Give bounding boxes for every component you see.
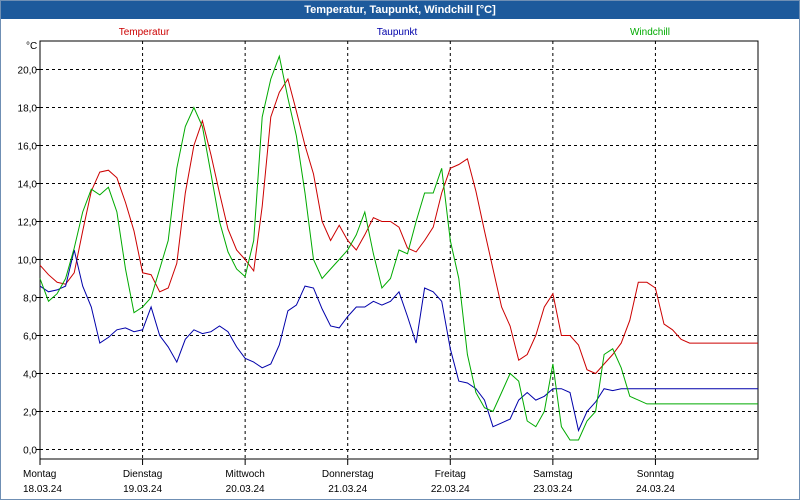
x-tick-date: 24.03.24 — [636, 484, 675, 495]
chart-title: Temperatur, Taupunkt, Windchill [°C] — [1, 1, 799, 19]
x-tick-date: 20.03.24 — [226, 484, 265, 495]
y-tick-label: 8,0 — [23, 294, 37, 305]
y-axis-ticks: 0,0 2,0 4,0 6,0 8,0 10,0 12,0 14,0 16,0 18,0 20,0 — [18, 66, 40, 457]
x-tick-day: Mittwoch — [225, 469, 264, 480]
x-tick-date: 22.03.24 — [431, 484, 470, 495]
series-line-windchill — [39, 54, 758, 441]
x-tick-date: 21.03.24 — [328, 484, 367, 495]
y-tick-label: 12,0 — [18, 218, 38, 229]
legend-taupunkt: Taupunkt — [377, 27, 418, 38]
legend-windchill: Windchill — [630, 27, 670, 38]
series-lines — [39, 54, 758, 441]
x-tick-day: Dienstag — [123, 469, 162, 480]
y-axis-label: °C — [26, 41, 37, 52]
legend-temperatur: Temperatur — [119, 27, 170, 38]
x-tick-day: Freitag — [435, 469, 466, 480]
x-tick-day: Sonntag — [637, 469, 674, 480]
legend: Temperatur Taupunkt Windchill — [119, 27, 670, 38]
y-tick-label: 10,0 — [18, 256, 38, 267]
y-tick-label: 0,0 — [23, 446, 37, 457]
x-tick-date: 19.03.24 — [123, 484, 162, 495]
y-tick-label: 20,0 — [18, 66, 38, 77]
x-tick-date: 18.03.24 — [23, 484, 62, 495]
series-line-temperatur — [39, 77, 758, 375]
x-tick-day: Montag — [23, 469, 56, 480]
x-axis-ticks: Montag 18.03.24 Dienstag 19.03.24 Mittwoch 20… — [23, 459, 675, 495]
y-tick-label: 14,0 — [18, 180, 38, 191]
x-tick-date: 23.03.24 — [533, 484, 572, 495]
x-tick-day: Donnerstag — [322, 469, 374, 480]
y-tick-label: 4,0 — [23, 370, 37, 381]
y-tick-label: 16,0 — [18, 142, 38, 153]
series-line-taupunkt — [39, 249, 758, 433]
x-tick-day: Samstag — [533, 469, 572, 480]
y-tick-label: 2,0 — [23, 408, 37, 419]
y-tick-label: 18,0 — [18, 104, 38, 115]
y-tick-label: 6,0 — [23, 332, 37, 343]
